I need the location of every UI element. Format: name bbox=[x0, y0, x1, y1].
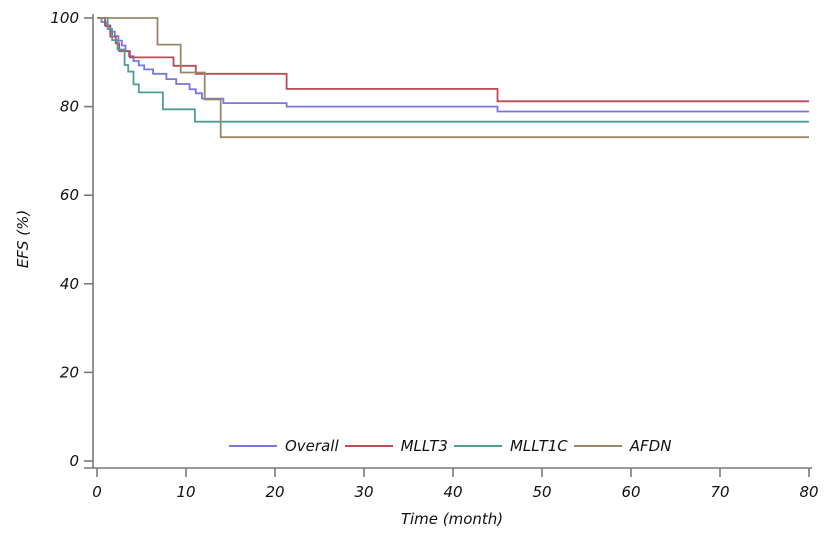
legend-label-mllt3: MLLT3 bbox=[400, 437, 448, 455]
legend-item-mllt1c: MLLT1C bbox=[453, 437, 568, 455]
axis-labels: 0 20 40 60 80 100 0 10 20 30 40 50 60 70 80 EFS (%) Time… bbox=[14, 9, 819, 528]
y-tick-label-40: 40 bbox=[60, 275, 79, 293]
y-tick-label-20: 20 bbox=[60, 363, 79, 381]
legend-item-afdn: AFDN bbox=[573, 437, 672, 455]
x-tick-label-10: 10 bbox=[176, 483, 195, 501]
x-tick-label-80: 80 bbox=[799, 483, 818, 501]
mllt1c-line-swatch bbox=[453, 445, 502, 447]
x-axis-title: Time (month) bbox=[401, 510, 503, 528]
legend-item-mllt3: MLLT3 bbox=[344, 437, 448, 455]
curve-afdn bbox=[97, 17, 809, 139]
legend-label-afdn: AFDN bbox=[629, 437, 672, 455]
legend-item-overall: Overall bbox=[229, 437, 339, 455]
y-tick-label-80: 80 bbox=[60, 98, 79, 116]
legend: Overall MLLT3 MLLT1C AFDN bbox=[229, 436, 671, 456]
overall-line-swatch bbox=[229, 445, 277, 447]
axes bbox=[84, 14, 812, 477]
survival-curves bbox=[97, 17, 809, 139]
y-tick-label-100: 100 bbox=[50, 9, 79, 27]
x-tick-label-30: 30 bbox=[354, 483, 373, 501]
mllt3-line-swatch bbox=[344, 445, 393, 447]
afdn-line-swatch bbox=[573, 445, 622, 447]
x-tick-label-20: 20 bbox=[265, 483, 284, 501]
legend-label-overall: Overall bbox=[285, 437, 339, 455]
y-tick-label-60: 60 bbox=[60, 186, 79, 204]
legend-label-mllt1c: MLLT1C bbox=[509, 437, 568, 455]
curve-mllt1c bbox=[97, 17, 809, 123]
y-tick-label-0: 0 bbox=[69, 452, 79, 470]
x-tick-label-50: 50 bbox=[532, 483, 551, 501]
y-axis-title: EFS (%) bbox=[14, 210, 32, 268]
curve-mllt3 bbox=[97, 17, 809, 103]
x-tick-label-40: 40 bbox=[443, 483, 462, 501]
x-tick-label-0: 0 bbox=[92, 483, 102, 501]
x-tick-label-60: 60 bbox=[621, 483, 640, 501]
x-tick-label-70: 70 bbox=[710, 483, 729, 501]
